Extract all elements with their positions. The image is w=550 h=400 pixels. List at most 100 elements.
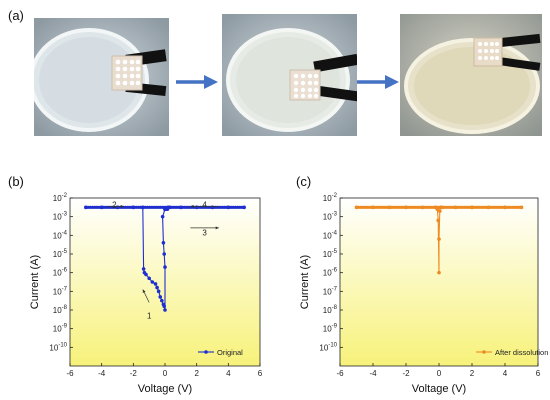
data-point — [156, 289, 161, 294]
data-point — [453, 205, 458, 209]
data-point — [170, 205, 174, 209]
annotation-arrowhead — [142, 289, 146, 293]
legend-label: After dissolution — [495, 348, 548, 357]
data-point — [376, 205, 381, 209]
data-point — [427, 205, 431, 209]
x-tick-label: 4 — [503, 369, 508, 378]
data-point — [398, 205, 403, 209]
data-point — [148, 205, 152, 209]
data-point — [154, 205, 158, 209]
data-point — [150, 205, 154, 209]
data-point — [449, 205, 453, 209]
data-point — [162, 252, 167, 256]
y-tick-label: 10-4 — [323, 230, 338, 240]
data-point — [145, 205, 150, 209]
data-point — [240, 205, 244, 209]
data-point — [489, 205, 493, 209]
x-tick-label: 6 — [536, 369, 541, 378]
y-tick-label: 10-8 — [323, 305, 338, 315]
photo-step-1 — [34, 18, 169, 136]
data-point — [374, 205, 378, 209]
data-point — [97, 205, 101, 209]
chart-panel-b: (b) -6 -4 -2 0 2 4 6 10-2 10-3 10-4 10-5 10-6 10-7 10-… — [8, 174, 263, 395]
legend-marker — [204, 350, 208, 354]
data-point — [471, 205, 475, 209]
data-point — [447, 205, 451, 209]
data-point — [128, 205, 132, 209]
x-tick-label: 6 — [258, 369, 263, 378]
data-point — [396, 205, 400, 209]
panel-a-label: (a) — [8, 8, 24, 23]
y-tick-label: 10-7 — [323, 286, 338, 296]
y-tick-label: 10-5 — [53, 249, 68, 259]
x-tick-label: -6 — [66, 369, 74, 378]
data-point — [469, 205, 473, 209]
data-point — [158, 295, 163, 299]
data-point — [407, 205, 411, 209]
data-point — [162, 304, 167, 309]
data-point — [500, 205, 504, 209]
data-point — [101, 205, 106, 209]
data-point — [84, 205, 88, 209]
data-point — [438, 205, 442, 209]
data-point — [222, 205, 227, 209]
data-point — [99, 205, 103, 209]
data-point — [478, 205, 482, 209]
x-tick-label: -2 — [130, 369, 138, 378]
data-point — [438, 209, 442, 213]
data-point — [354, 205, 359, 209]
data-point — [423, 205, 427, 209]
data-point — [480, 205, 484, 209]
y-tick-label: 10-10 — [49, 342, 67, 352]
data-point — [390, 205, 394, 209]
arrow-right-icon — [176, 75, 218, 89]
data-point — [229, 205, 233, 209]
panel-label: (c) — [296, 174, 311, 189]
data-point — [387, 205, 392, 209]
data-point — [495, 205, 499, 209]
data-point — [434, 205, 438, 209]
y-tick-label: 10-9 — [53, 324, 68, 334]
data-point — [93, 205, 97, 209]
y-tick-label: 10-5 — [323, 249, 338, 259]
data-point — [475, 205, 480, 209]
y-tick-label: 10-2 — [53, 193, 68, 203]
data-point — [506, 205, 510, 209]
data-point — [236, 205, 240, 209]
data-point — [176, 205, 180, 209]
data-point — [497, 205, 502, 209]
data-point — [484, 205, 488, 209]
data-point — [445, 205, 449, 209]
photo-step-3 — [400, 14, 542, 136]
y-tick-label: 10-6 — [323, 268, 338, 278]
data-point — [383, 205, 387, 209]
data-point — [359, 205, 363, 209]
y-axis-title: Current (A) — [299, 255, 311, 309]
x-axis-title: Voltage (V) — [412, 383, 466, 395]
data-point — [515, 205, 519, 209]
data-point — [152, 205, 156, 209]
data-point — [392, 205, 396, 209]
data-point — [130, 205, 134, 209]
data-point — [420, 205, 425, 209]
data-point — [437, 270, 441, 275]
data-point — [187, 205, 191, 209]
x-tick-label: -6 — [336, 369, 344, 378]
data-point — [137, 205, 141, 209]
y-tick-label: 10-7 — [53, 286, 68, 296]
data-point — [370, 205, 374, 209]
data-point — [436, 218, 440, 223]
data-point — [363, 205, 367, 209]
data-point — [141, 205, 145, 209]
data-point — [462, 205, 466, 209]
data-point — [513, 205, 517, 209]
data-point — [227, 205, 231, 209]
data-point — [458, 205, 462, 209]
chart-panel-c: (c) -6 -4 -2 0 2 4 6 10-2 10-3 10-4 10-5 10-6 10-7 10-… — [296, 174, 548, 395]
y-tick-label: 10-9 — [323, 324, 338, 334]
y-tick-label: 10-3 — [53, 212, 68, 222]
photo-step-2 — [222, 14, 357, 136]
annotation-arrowhead — [120, 204, 124, 208]
data-point — [165, 205, 169, 209]
